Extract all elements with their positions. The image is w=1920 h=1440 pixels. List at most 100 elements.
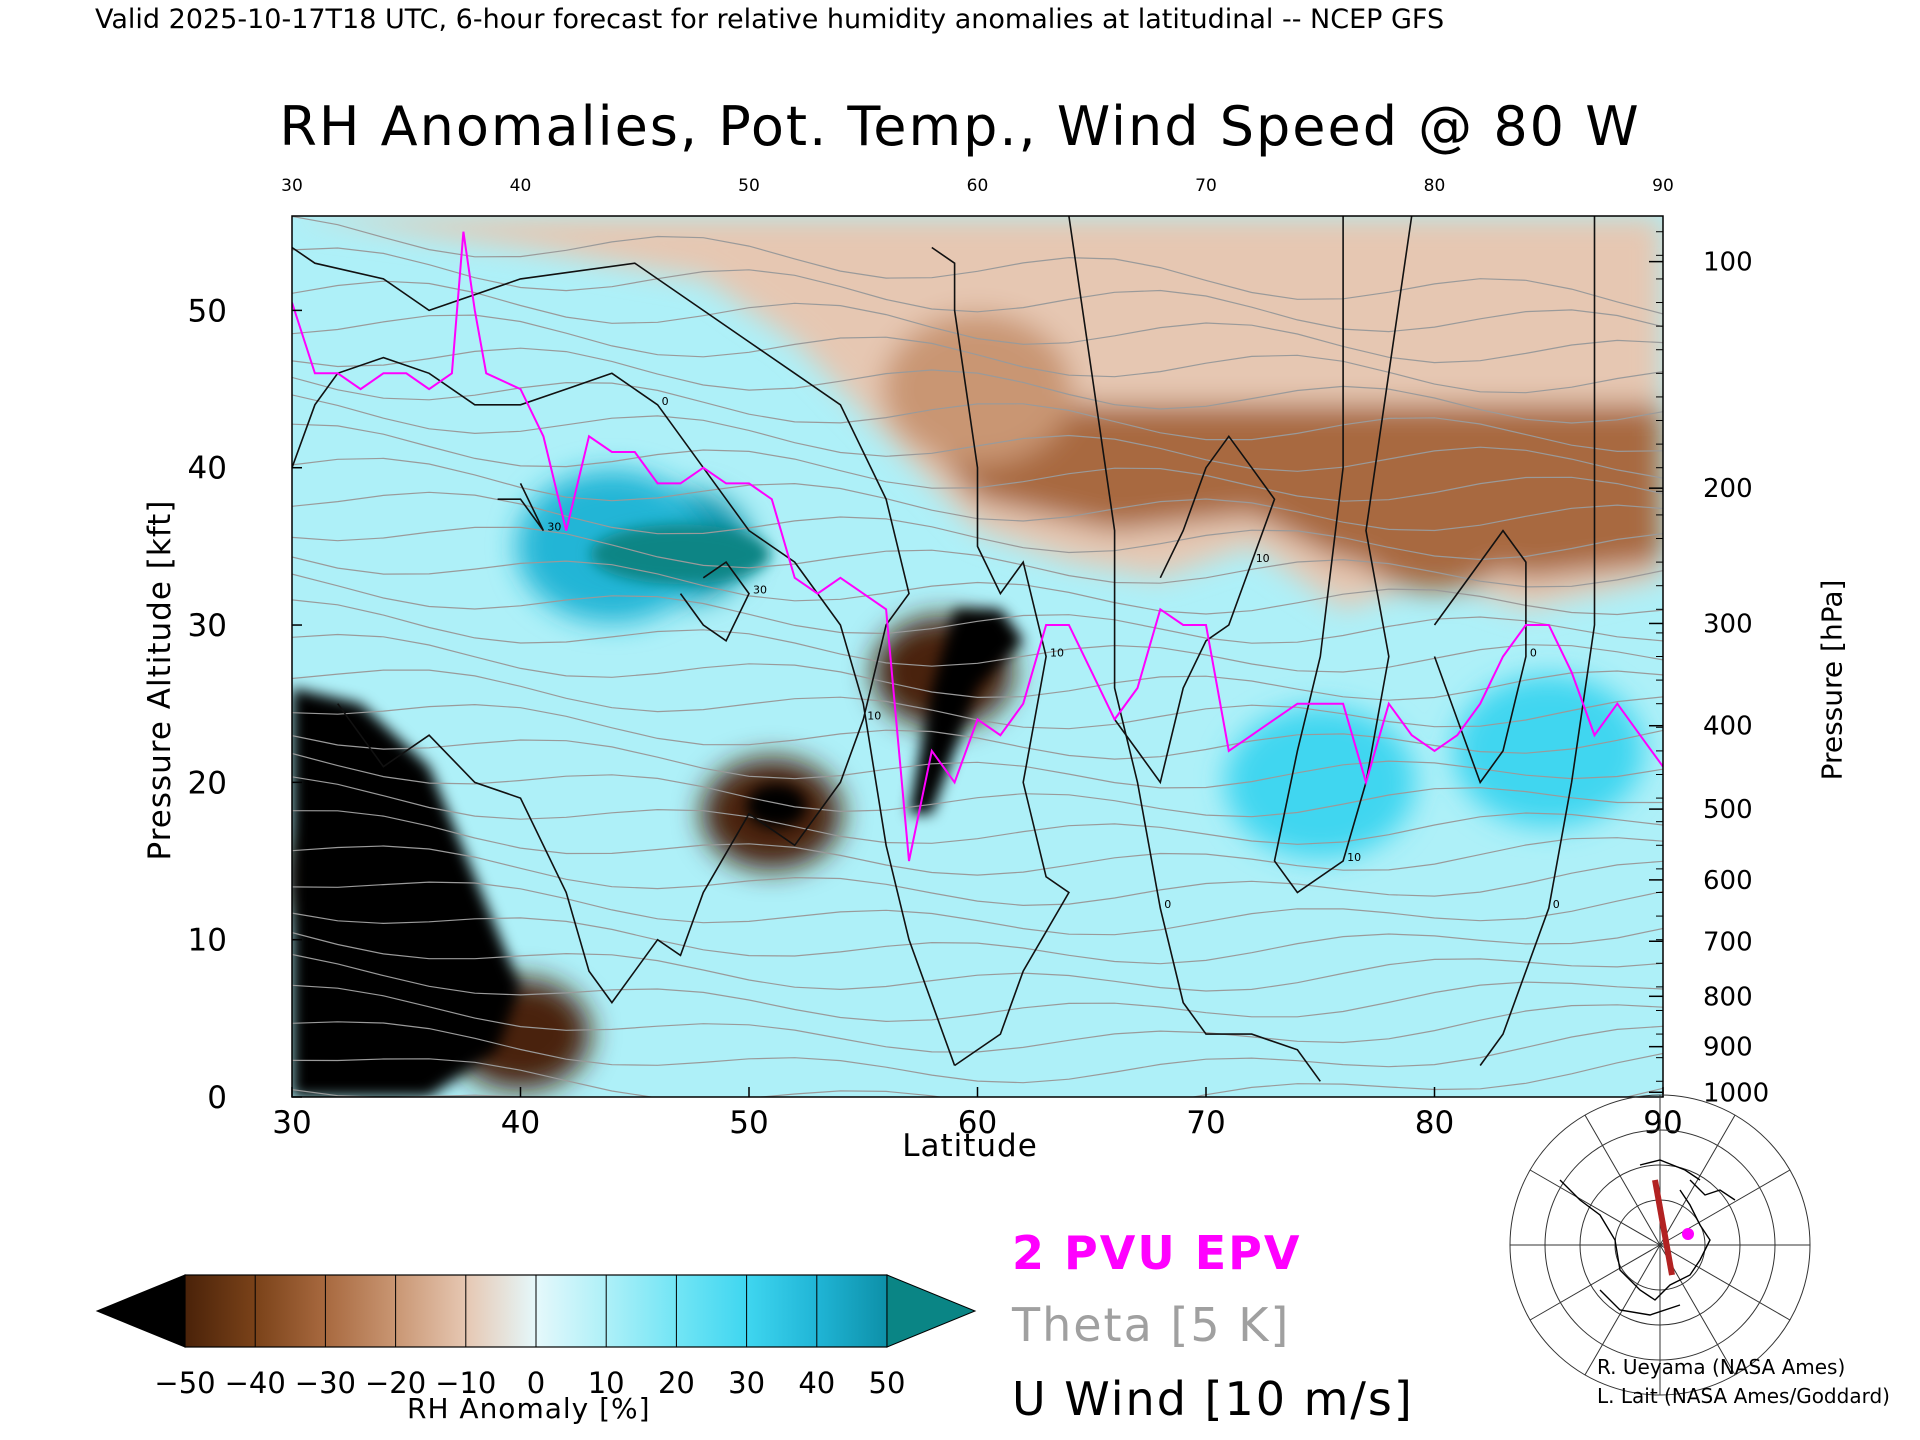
u-wind-contour xyxy=(1273,216,1413,894)
x-tick-label: 50 xyxy=(729,1105,768,1141)
legend-theta: Theta [5 K] xyxy=(1012,1298,1291,1352)
theta-contour xyxy=(292,556,1663,616)
colorbar-tick-label: −30 xyxy=(295,1366,356,1400)
theta-contour xyxy=(292,881,1663,936)
u-wind-contour-label: 10 xyxy=(1256,552,1270,565)
rh-anomaly-blob xyxy=(882,313,1073,466)
colorbar-label: RH Anomaly [%] xyxy=(407,1392,651,1425)
u-wind-contour-label: 0 xyxy=(1530,647,1537,660)
u-wind-contour xyxy=(931,246,1070,1067)
y-tick-label: 30 xyxy=(188,608,227,644)
theta-contour xyxy=(292,526,1663,588)
colorbar-low-arrow xyxy=(95,1274,186,1348)
colorbar-tick-label: 30 xyxy=(728,1366,765,1400)
map-meridian xyxy=(1659,1114,1736,1246)
colorbar-tick-label: 10 xyxy=(588,1366,625,1400)
theta-contour xyxy=(292,314,1663,394)
colorbar-tick-label: −40 xyxy=(225,1366,286,1400)
u-wind-contour-label: 0 xyxy=(1164,898,1171,911)
x-tick-label: 90 xyxy=(1643,1105,1682,1141)
legend-epv: 2 PVU EPV xyxy=(1012,1226,1302,1280)
map-location-marker xyxy=(1682,1228,1694,1240)
theta-contour xyxy=(292,932,1663,992)
map-meridian xyxy=(1659,1244,1791,1321)
pressure-axis-label: Pressure [hPa] xyxy=(1815,579,1849,781)
u-wind-contour-label: 10 xyxy=(867,709,881,722)
x-tick-label: 30 xyxy=(272,1105,311,1141)
pressure-tick-label: 100 xyxy=(1703,248,1753,278)
theta-contour xyxy=(292,280,1663,364)
theta-contour xyxy=(292,735,1663,789)
theta-contour xyxy=(292,953,1663,1023)
u-wind-contour xyxy=(1113,434,1276,785)
u-wind-contour-label: 10 xyxy=(1347,851,1361,864)
theta-contour xyxy=(292,810,1663,876)
theta-contour xyxy=(292,912,1663,965)
x-top-tick-label: 40 xyxy=(510,176,532,196)
map-cross-section-line xyxy=(1652,1179,1675,1276)
dry-core-southwest xyxy=(292,687,521,1097)
map-meridian xyxy=(1529,1169,1661,1246)
rh-anomaly-blob xyxy=(1339,438,1530,591)
x-top-tick-label: 50 xyxy=(738,176,760,196)
x-tick-label: 60 xyxy=(958,1105,997,1141)
theta-contour xyxy=(292,376,1663,453)
pressure-tick-label: 500 xyxy=(1703,795,1753,825)
x-tick-label: 40 xyxy=(501,1105,540,1141)
u-wind-contour xyxy=(1433,529,1527,785)
forecast-header: Valid 2025-10-17T18 UTC, 6-hour forecast… xyxy=(95,4,1445,35)
theta-contour xyxy=(292,347,1663,424)
x-top-tick-label: 70 xyxy=(1195,176,1217,196)
credit-line-2: L. Lait (NASA Ames/Goddard) xyxy=(1597,1384,1890,1408)
u-wind-contour xyxy=(1068,216,1321,1082)
colorbar-high-arrow xyxy=(886,1274,977,1348)
theta-contour xyxy=(292,394,1663,479)
theta-contour xyxy=(292,752,1663,818)
colorbar-tick-label: −50 xyxy=(154,1366,215,1400)
y-tick-label: 0 xyxy=(207,1080,227,1116)
x-top-tick-label: 80 xyxy=(1424,176,1446,196)
inset-map xyxy=(1509,1094,1811,1396)
u-wind-contour xyxy=(292,356,956,1066)
x-axis-label: Latitude xyxy=(902,1128,1038,1164)
u-wind-contour xyxy=(292,246,910,1004)
colorbar-tick-label: 50 xyxy=(869,1366,906,1400)
x-top-tick-label: 60 xyxy=(967,176,989,196)
u-wind-contour xyxy=(1479,216,1596,1066)
pressure-tick-label: 900 xyxy=(1703,1033,1753,1063)
y-tick-label: 40 xyxy=(188,451,227,487)
x-top-tick-label: 30 xyxy=(281,176,303,196)
theta-contour xyxy=(292,573,1663,644)
theta-contour xyxy=(292,703,1663,760)
epv-2pvu-line xyxy=(292,231,1663,862)
u-wind-contour-label: 0 xyxy=(1553,898,1560,911)
chart-title: RH Anomalies, Pot. Temp., Wind Speed @ 8… xyxy=(279,95,1641,158)
dry-core-mid xyxy=(746,783,807,828)
pressure-tick-label: 200 xyxy=(1703,474,1753,504)
theta-contour xyxy=(292,776,1663,845)
map-meridian xyxy=(1584,1114,1661,1246)
y-axis-label: Pressure Altitude [kft] xyxy=(142,499,178,861)
x-top-tick-label: 90 xyxy=(1652,176,1674,196)
map-meridian xyxy=(1659,1169,1791,1246)
pressure-tick-label: 600 xyxy=(1703,866,1753,896)
theta-contour xyxy=(292,633,1663,701)
theta-contour xyxy=(292,1021,1663,1084)
theta-contour xyxy=(292,984,1663,1053)
colorbar-tick-label: 20 xyxy=(658,1366,695,1400)
pressure-tick-label: 700 xyxy=(1703,927,1753,957)
u-wind-contour-label: 10 xyxy=(1050,647,1064,660)
u-wind-contour xyxy=(679,560,750,642)
u-wind-contour-label: 30 xyxy=(547,521,561,534)
pressure-tick-label: 800 xyxy=(1703,982,1753,1012)
y-tick-label: 50 xyxy=(188,293,227,329)
colorbar-tick-label: 0 xyxy=(527,1366,545,1400)
colorbar-tick-label: −10 xyxy=(435,1366,496,1400)
theta-contour xyxy=(292,247,1663,333)
pressure-tick-label: 300 xyxy=(1703,609,1753,639)
y-tick-label: 10 xyxy=(188,923,227,959)
colorbar-tick-label: 40 xyxy=(798,1366,835,1400)
credit-line-1: R. Ueyama (NASA Ames) xyxy=(1597,1355,1846,1379)
legend-u-wind: U Wind [10 m/s] xyxy=(1012,1372,1414,1426)
